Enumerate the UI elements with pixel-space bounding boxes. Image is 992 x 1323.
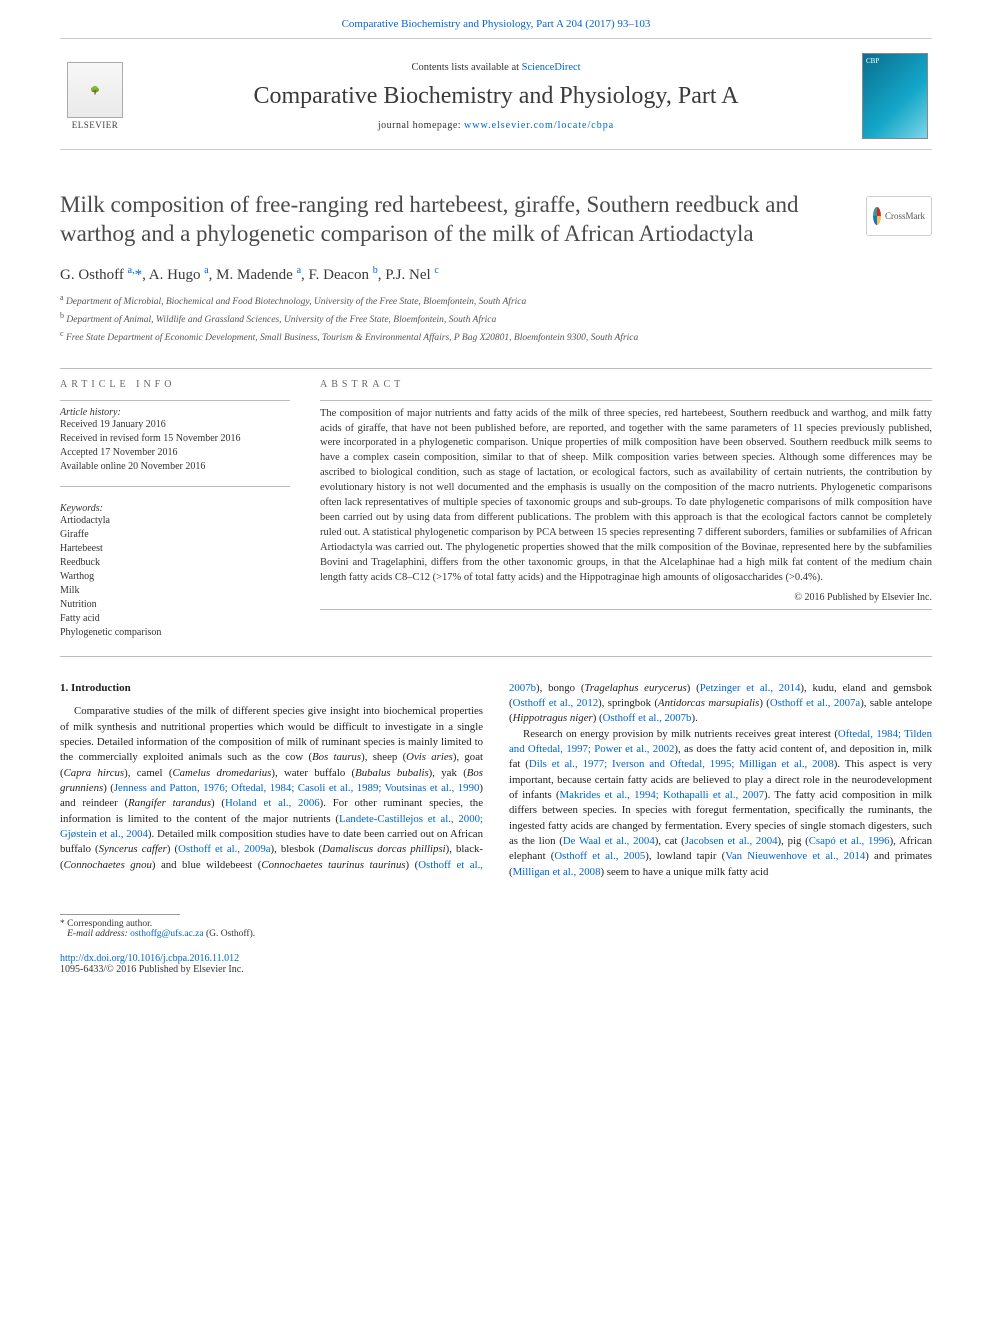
author: A. Hugo a: [149, 267, 209, 283]
citation-link[interactable]: Van Nieuwenhove et al., 2014: [725, 850, 865, 862]
citation-link[interactable]: Makrides et al., 1994; Kothapalli et al.…: [560, 789, 765, 801]
citation-link[interactable]: Jenness and Patton, 1976; Oftedal, 1984;…: [114, 782, 480, 794]
corresponding-email-line: E-mail address: osthoffg@ufs.ac.za (G. O…: [60, 929, 932, 939]
journal-name: Comparative Biochemistry and Physiology,…: [144, 83, 848, 110]
top-citation-link[interactable]: Comparative Biochemistry and Physiology,…: [342, 18, 651, 30]
citation-link[interactable]: Osthoff et al., 2009a: [178, 843, 270, 855]
journal-cover-icon: CBP: [862, 53, 928, 139]
author: F. Deacon b: [309, 267, 378, 283]
article-info: ARTICLE INFO Article history: Received 1…: [60, 379, 290, 640]
crossmark-badge[interactable]: CrossMark: [866, 196, 932, 236]
affiliations: a Department of Microbial, Biochemical a…: [60, 292, 932, 346]
citation-link[interactable]: Holand et al., 2006: [225, 797, 320, 809]
issn-copyright: 1095-6433/© 2016 Published by Elsevier I…: [60, 964, 932, 975]
article-info-heading: ARTICLE INFO: [60, 379, 290, 390]
section-heading: 1. Introduction: [60, 681, 483, 697]
contents-line: Contents lists available at ScienceDirec…: [144, 62, 848, 73]
paper-title: Milk composition of free-ranging red har…: [60, 190, 932, 249]
corresponding-author-note: * Corresponding author.: [60, 919, 932, 929]
authors-line: G. Osthoff a,*, A. Hugo a, M. Madende a,…: [60, 265, 932, 284]
corr-star-icon: *: [135, 267, 143, 283]
keyword: Warthog: [60, 570, 290, 584]
keyword: Nutrition: [60, 598, 290, 612]
keywords-label: Keywords:: [60, 503, 290, 514]
history-line: Available online 20 November 2016: [60, 460, 290, 474]
history-line: Accepted 17 November 2016: [60, 446, 290, 460]
citation-link[interactable]: Osthoff et al., 2012: [513, 697, 599, 709]
divider: [60, 149, 932, 150]
keyword: Hartebeest: [60, 542, 290, 556]
publisher-label: ELSEVIER: [72, 120, 119, 130]
homepage-prefix: journal homepage:: [378, 120, 464, 131]
citation-link[interactable]: Petzinger et al., 2014: [700, 682, 801, 694]
crossmark-icon: [873, 207, 881, 225]
elsevier-logo-icon: 🌳: [67, 62, 123, 118]
citation-link[interactable]: Dils et al., 1977; Iverson and Oftedal, …: [529, 758, 834, 770]
keyword: Fatty acid: [60, 612, 290, 626]
corr-email-link[interactable]: osthoffg@ufs.ac.za: [130, 929, 203, 939]
citation-link[interactable]: De Waal et al., 2004: [563, 835, 655, 847]
journal-homepage-link[interactable]: www.elsevier.com/locate/cbpa: [464, 120, 614, 131]
citation-link[interactable]: Csapó et al., 1996: [809, 835, 890, 847]
keyword: Artiodactyla: [60, 514, 290, 528]
crossmark-label: CrossMark: [885, 211, 925, 221]
publisher-block: 🌳 ELSEVIER: [60, 62, 130, 130]
abstract-text: The composition of major nutrients and f…: [320, 407, 932, 586]
citation-link[interactable]: Milligan et al., 2008: [513, 866, 601, 878]
divider: [320, 609, 932, 610]
article-body: 1. Introduction Comparative studies of t…: [0, 657, 992, 890]
history-line: Received 19 January 2016: [60, 418, 290, 432]
keyword: Phylogenetic comparison: [60, 626, 290, 640]
contents-prefix: Contents lists available at: [411, 62, 521, 73]
footnote-rule: [60, 914, 180, 915]
divider: [60, 486, 290, 487]
citation-link[interactable]: Jacobsen et al., 2004: [685, 835, 778, 847]
keyword: Milk: [60, 584, 290, 598]
divider: [60, 400, 290, 401]
abstract-block: ABSTRACT The composition of major nutrie…: [320, 379, 932, 640]
masthead: 🌳 ELSEVIER Contents lists available at S…: [0, 43, 992, 145]
divider: [320, 400, 932, 401]
citation-link[interactable]: Osthoff et al., 2007b: [603, 712, 692, 724]
sciencedirect-link[interactable]: ScienceDirect: [522, 62, 581, 73]
abstract-heading: ABSTRACT: [320, 379, 932, 390]
citation-link[interactable]: Osthoff et al., 2005: [554, 850, 645, 862]
author: P.J. Nel c: [385, 267, 439, 283]
citation-link[interactable]: Osthoff et al., 2007a: [770, 697, 860, 709]
author: M. Madende a: [216, 267, 301, 283]
journal-homepage: journal homepage: www.elsevier.com/locat…: [144, 120, 848, 131]
keyword: Reedbuck: [60, 556, 290, 570]
corr-star-icon: *: [60, 919, 65, 929]
page-footer: * Corresponding author. E-mail address: …: [0, 890, 992, 993]
author: G. Osthoff a,*: [60, 267, 142, 283]
abstract-copyright: © 2016 Published by Elsevier Inc.: [320, 592, 932, 603]
body-paragraph: Research on energy provision by milk nut…: [509, 727, 932, 880]
keyword: Giraffe: [60, 528, 290, 542]
divider: [60, 38, 932, 39]
doi-link[interactable]: http://dx.doi.org/10.1016/j.cbpa.2016.11…: [60, 953, 239, 964]
history-line: Received in revised form 15 November 201…: [60, 432, 290, 446]
history-label: Article history:: [60, 407, 290, 418]
